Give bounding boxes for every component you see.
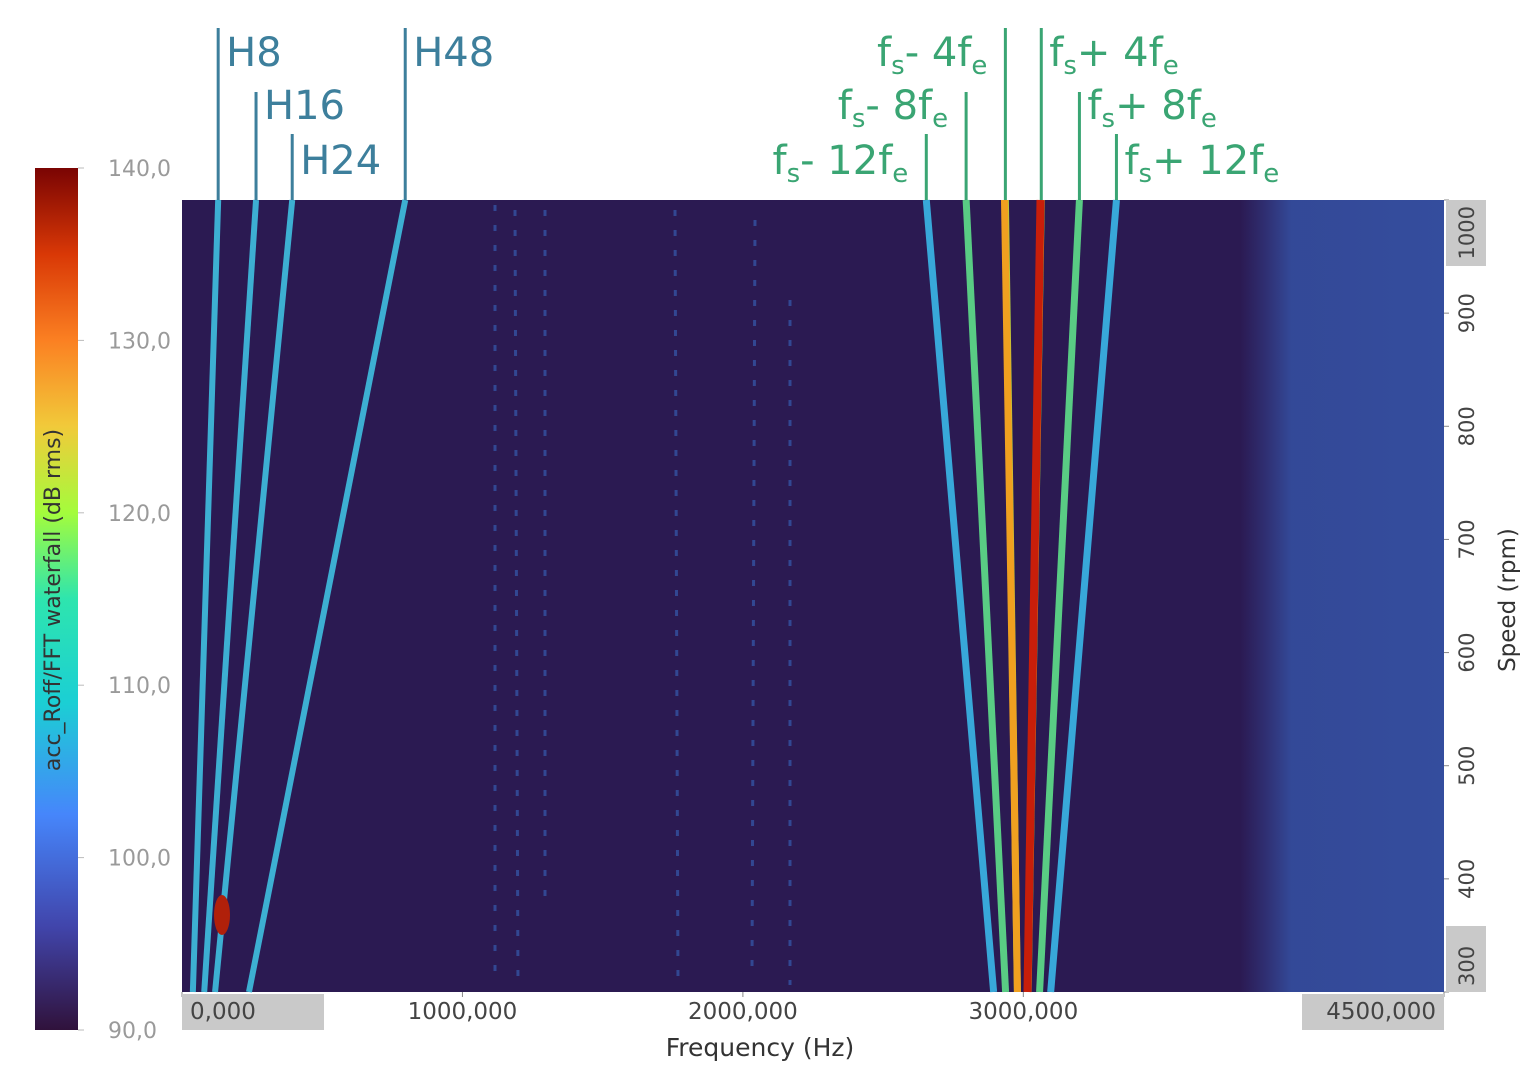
label-part: f [1087,83,1102,129]
label-part: f [1049,30,1064,76]
annotation-label: H16 [264,83,345,129]
x-tick-label: 4500,000 [1326,999,1436,1025]
label-subscript: s [1102,104,1116,134]
label-subscript: e [892,159,908,189]
y-tick-label: 700 [1455,519,1479,559]
label-part: f [838,83,853,129]
y-tick-label: 300 [1455,946,1479,986]
annotation-label: fs+ 8fe [1087,83,1216,134]
label-subscript: e [1163,51,1179,81]
colorbar-tick-label: 110,0 [108,674,171,699]
central-ridge [1000,199,1021,993]
annotation-label: fs+ 4fe [1049,30,1178,81]
label-subscript: s [787,159,801,189]
annotation-label: fs+ 12fe [1124,138,1279,189]
order-ridge [922,199,998,993]
order-ridge [212,199,296,993]
label-subscript: s [852,104,866,134]
y-tick-label: 500 [1455,746,1479,786]
colorbar [35,168,78,1030]
hot-spot [214,895,230,935]
label-part: - 8f [865,83,933,129]
y-tick-label: 600 [1455,633,1479,673]
label-subscript: e [1263,159,1279,189]
label-subscript: s [1139,159,1153,189]
order-ridge [1036,199,1083,993]
label-part: f [877,30,892,76]
colorbar-tick-label: 130,0 [108,329,171,354]
label-part: + 8f [1115,83,1202,129]
y-axis-title: Speed (rpm) [1495,528,1521,672]
y-tick-label: 800 [1455,406,1479,446]
annotation-label: fs- 12fe [773,138,909,189]
colorbar-tick-label: 100,0 [108,847,171,872]
y-tick-box [1446,200,1486,266]
x-tick-label: 3000,000 [968,999,1078,1025]
y-tick-box [1446,926,1486,992]
label-part: - 12f [800,138,893,184]
central-ridge [1023,199,1045,993]
label-subscript: e [932,104,948,134]
label-part: + 12f [1152,138,1264,184]
order-ridge [1047,199,1120,993]
annotation-label: fs- 4fe [877,30,987,81]
label-part: H24 [300,138,381,184]
label-subscript: e [1201,104,1217,134]
order-ridge [201,199,260,993]
plot-area [182,200,1444,992]
x-tick-label: 2000,000 [688,999,798,1025]
label-part: f [773,138,788,184]
colorbar-tick-label: 120,0 [108,502,171,527]
annotation-label: fs- 8fe [838,83,948,134]
y-tick-label: 900 [1455,293,1479,333]
y-tick-label: 1000 [1455,206,1479,259]
label-part: f [1124,138,1139,184]
annotation-label: H24 [300,138,381,184]
background-stripes [493,205,792,991]
order-ridge [189,199,222,993]
label-part: H8 [226,30,282,76]
x-tick-box [182,994,324,1030]
order-ridge [246,199,409,993]
label-part: H16 [264,83,345,129]
label-part: H48 [413,30,494,76]
x-axis-title: Frequency (Hz) [666,1033,855,1062]
noise-region [1240,200,1444,992]
label-part: - 4f [905,30,973,76]
x-tick-label: 0,000 [190,999,256,1025]
label-part: + 4f [1077,30,1164,76]
x-tick-label: 1000,000 [408,999,518,1025]
colorbar-label: acc_Roff/FFT waterfall (dB rms) [41,429,66,771]
x-tick-box [1302,994,1444,1030]
label-subscript: s [891,51,905,81]
label-subscript: e [971,51,987,81]
y-tick-label: 400 [1455,859,1479,899]
label-subscript: s [1063,51,1077,81]
order-ridge [962,199,1010,993]
colorbar-tick-label: 90,0 [108,1019,157,1044]
colorbar-tick-label: 140,0 [108,157,171,182]
annotation-label: H48 [413,30,494,76]
annotation-label: H8 [226,30,282,76]
